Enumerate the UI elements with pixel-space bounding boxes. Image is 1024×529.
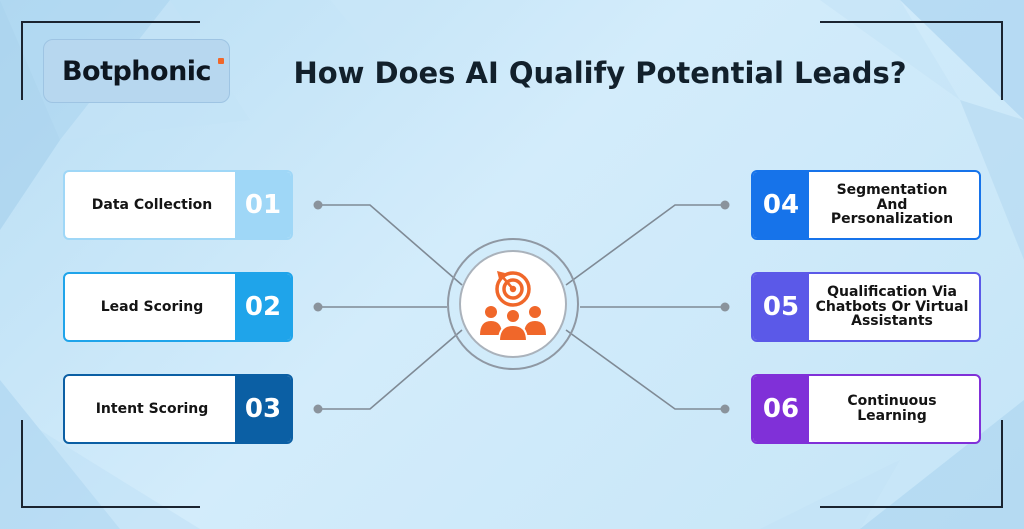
step-card-05: 05 Qualification Via Chatbots Or Virtual… [751,272,981,342]
step-card-06: 06 Continuous Learning [751,374,981,444]
brand-logo: Botphonic [43,39,230,103]
step-number: 03 [235,376,291,442]
hub-center [459,250,567,358]
logo-accent-dot [218,58,224,64]
step-label: Qualification Via Chatbots Or Virtual As… [815,283,969,330]
step-number: 01 [235,172,291,238]
page-title: How Does AI Qualify Potential Leads? [293,56,907,90]
brand-name: Botphonic [61,55,212,87]
target-audience-icon [480,271,546,341]
step-card-04: 04 Segmentation And Personalization [751,170,981,240]
step-label: Lead Scoring [100,298,204,315]
step-number: 04 [753,172,809,238]
step-label: Continuous Learning [847,393,937,424]
step-number: 02 [235,274,291,340]
step-card-02: Lead Scoring 02 [63,272,293,342]
step-number: 05 [753,274,809,340]
step-label: Data Collection [91,196,213,213]
step-card-03: Intent Scoring 03 [63,374,293,444]
step-label: Intent Scoring [95,400,209,417]
step-card-01: Data Collection 01 [63,170,293,240]
step-label: Segmentation And Personalization [830,181,954,228]
step-number: 06 [753,376,809,442]
hub-ring [447,238,579,370]
